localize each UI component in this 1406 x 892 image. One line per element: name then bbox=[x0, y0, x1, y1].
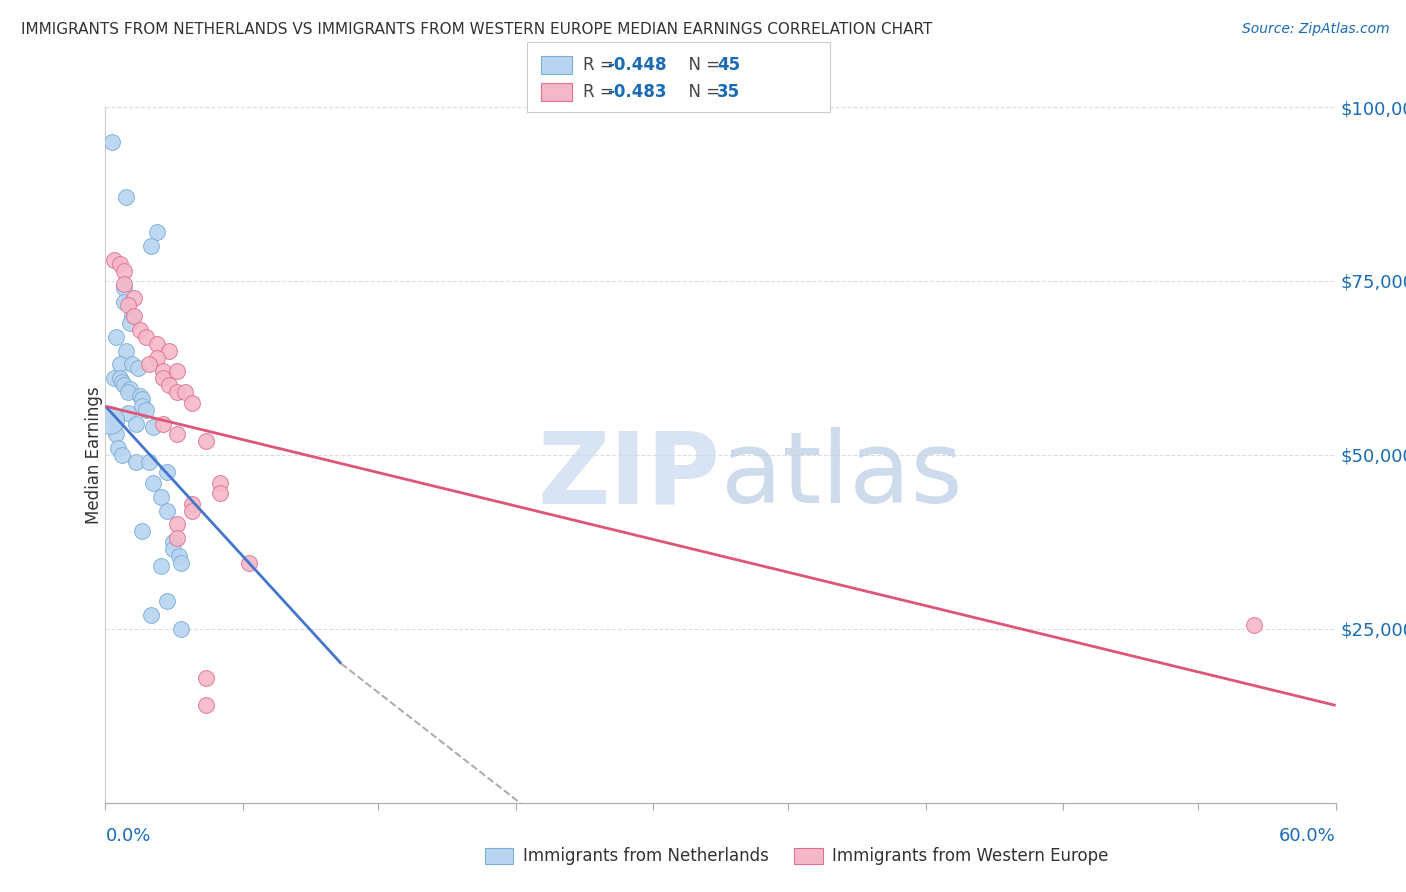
Point bbox=[238, 556, 260, 570]
Text: 60.0%: 60.0% bbox=[1279, 827, 1336, 845]
Point bbox=[127, 360, 149, 375]
Point bbox=[174, 385, 197, 400]
Point bbox=[194, 698, 217, 713]
Point bbox=[122, 291, 145, 305]
Y-axis label: Median Earnings: Median Earnings bbox=[86, 386, 103, 524]
Point bbox=[157, 343, 180, 358]
Point bbox=[103, 253, 125, 268]
Point bbox=[152, 364, 174, 378]
Point bbox=[194, 434, 217, 448]
Point bbox=[170, 556, 193, 570]
Text: atlas: atlas bbox=[721, 427, 962, 524]
Point bbox=[111, 375, 134, 389]
Point bbox=[121, 309, 143, 323]
Point bbox=[180, 503, 202, 517]
Text: ZIP: ZIP bbox=[537, 427, 721, 524]
Point bbox=[162, 534, 184, 549]
Text: 35: 35 bbox=[717, 83, 740, 101]
Text: Immigrants from Western Europe: Immigrants from Western Europe bbox=[832, 847, 1109, 865]
Point bbox=[142, 420, 165, 434]
Point bbox=[112, 277, 135, 292]
Point bbox=[112, 294, 135, 309]
Point bbox=[100, 135, 122, 149]
Point bbox=[194, 671, 217, 685]
Point bbox=[112, 263, 135, 277]
Point bbox=[115, 190, 138, 204]
Point bbox=[149, 490, 172, 504]
Point bbox=[115, 343, 138, 358]
Point bbox=[121, 358, 143, 372]
Point bbox=[166, 532, 188, 546]
Point bbox=[180, 396, 202, 410]
Text: Immigrants from Netherlands: Immigrants from Netherlands bbox=[523, 847, 769, 865]
Text: -0.483: -0.483 bbox=[607, 83, 666, 101]
Point bbox=[145, 351, 167, 365]
Text: -0.448: -0.448 bbox=[607, 56, 666, 74]
Point bbox=[104, 329, 127, 343]
Text: 45: 45 bbox=[717, 56, 740, 74]
Point bbox=[104, 413, 127, 427]
Point bbox=[129, 323, 152, 337]
Point bbox=[149, 559, 172, 574]
Text: Source: ZipAtlas.com: Source: ZipAtlas.com bbox=[1241, 22, 1389, 37]
Text: R =: R = bbox=[583, 83, 620, 101]
Point bbox=[131, 524, 153, 539]
Point bbox=[145, 225, 167, 239]
Point bbox=[120, 316, 141, 330]
Point bbox=[125, 455, 148, 469]
Point bbox=[180, 497, 202, 511]
Point bbox=[117, 406, 139, 420]
Point bbox=[108, 371, 131, 385]
Point bbox=[108, 256, 131, 270]
Point bbox=[98, 413, 121, 427]
Point bbox=[152, 417, 174, 431]
Point bbox=[152, 371, 174, 385]
Point bbox=[129, 389, 152, 403]
Point bbox=[108, 358, 131, 372]
Point bbox=[156, 466, 179, 480]
Point bbox=[156, 594, 179, 608]
Point bbox=[166, 364, 188, 378]
Point bbox=[139, 239, 162, 253]
Point bbox=[117, 385, 139, 400]
Point bbox=[103, 371, 125, 385]
Point bbox=[122, 309, 145, 323]
Point bbox=[135, 329, 157, 343]
Point bbox=[209, 486, 232, 500]
Point bbox=[166, 517, 188, 532]
Point bbox=[166, 427, 188, 442]
Point bbox=[111, 448, 134, 462]
Point bbox=[138, 358, 160, 372]
Point bbox=[166, 385, 188, 400]
Text: N =: N = bbox=[678, 56, 725, 74]
Point bbox=[120, 382, 141, 396]
Point bbox=[138, 455, 160, 469]
Point bbox=[169, 549, 191, 563]
Text: IMMIGRANTS FROM NETHERLANDS VS IMMIGRANTS FROM WESTERN EUROPE MEDIAN EARNINGS CO: IMMIGRANTS FROM NETHERLANDS VS IMMIGRANT… bbox=[21, 22, 932, 37]
Point bbox=[117, 298, 139, 312]
Point bbox=[157, 378, 180, 392]
Point bbox=[135, 402, 157, 417]
Point bbox=[131, 399, 153, 413]
Point bbox=[162, 541, 184, 556]
Point bbox=[1243, 618, 1265, 632]
Point bbox=[145, 336, 167, 351]
Text: N =: N = bbox=[678, 83, 725, 101]
Point bbox=[125, 417, 148, 431]
Point bbox=[156, 503, 179, 517]
Text: R =: R = bbox=[583, 56, 620, 74]
Point bbox=[209, 475, 232, 490]
Point bbox=[112, 378, 135, 392]
Point bbox=[107, 441, 129, 455]
Point bbox=[142, 475, 165, 490]
Point bbox=[104, 427, 127, 442]
Point bbox=[170, 622, 193, 636]
Point bbox=[131, 392, 153, 407]
Text: 0.0%: 0.0% bbox=[105, 827, 150, 845]
Point bbox=[112, 281, 135, 295]
Point bbox=[139, 607, 162, 622]
